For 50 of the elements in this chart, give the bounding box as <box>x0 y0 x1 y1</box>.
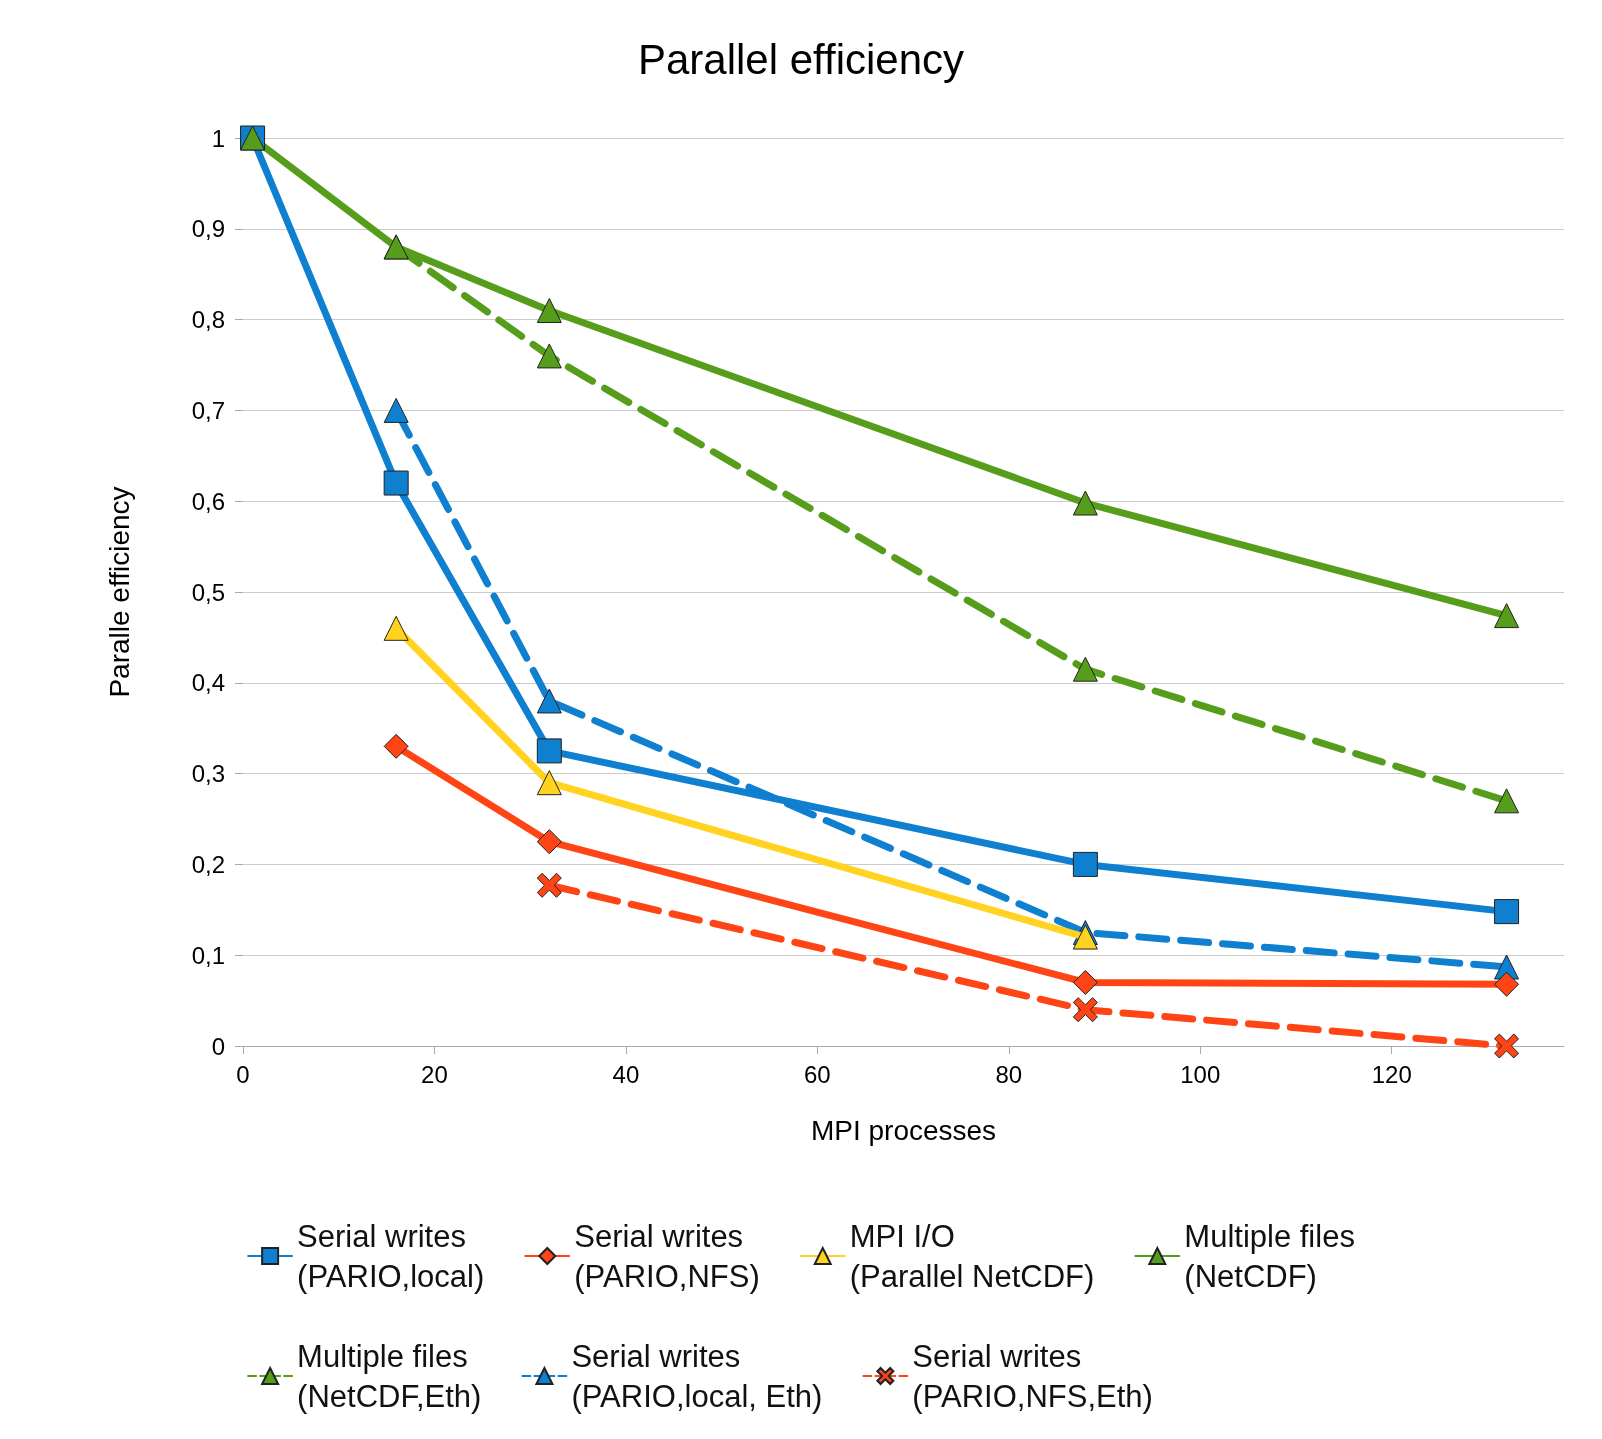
point <box>1494 603 1520 629</box>
y-axis-title: Paralle efficiency <box>103 486 135 698</box>
x-tick-label: 80 <box>995 1060 1023 1088</box>
x-tick-label: 0 <box>236 1060 250 1088</box>
legend-label: Serial writes (PARIO,local) <box>297 1218 485 1294</box>
point <box>1072 969 1098 995</box>
x-tick-label: 20 <box>421 1060 448 1088</box>
point <box>1072 924 1098 950</box>
point <box>536 343 562 369</box>
x-tick-label: 60 <box>804 1060 831 1088</box>
point <box>383 397 409 423</box>
y-tick-label: 0,6 <box>191 487 225 515</box>
point <box>536 298 562 324</box>
chart-title: Parallel efficiency <box>637 35 965 83</box>
y-tick-label: 0,5 <box>191 578 225 606</box>
point <box>1494 788 1520 814</box>
y-tick-label: 0,8 <box>191 306 225 334</box>
point <box>536 688 562 714</box>
point <box>1494 971 1520 997</box>
legend-label: Serial writes (PARIO,NFS) <box>574 1218 760 1294</box>
y-tick-label: 0,3 <box>191 760 225 788</box>
legend-label: MPI I/O (Parallel NetCDF) <box>849 1218 1095 1294</box>
point <box>1072 997 1098 1023</box>
point <box>1072 490 1098 516</box>
x-tick-label: 100 <box>1180 1060 1221 1088</box>
legend-label: Serial writes (PARIO,NFS,Eth) <box>912 1338 1153 1414</box>
y-tick-label: 0,2 <box>191 850 225 878</box>
point <box>1072 851 1098 877</box>
x-axis-title: MPI processes <box>810 1114 997 1146</box>
point <box>536 738 562 764</box>
legend-label: Multiple files (NetCDF,Eth) <box>297 1338 482 1414</box>
y-tick-label: 0 <box>211 1032 225 1060</box>
point <box>536 829 562 855</box>
y-tick-label: 0,7 <box>191 396 225 424</box>
x-tick-label: 120 <box>1371 1060 1412 1088</box>
point <box>383 615 409 641</box>
point <box>1494 1033 1520 1059</box>
y-tick-label: 1 <box>211 124 225 152</box>
point <box>383 470 409 496</box>
y-tick-label: 0,1 <box>191 941 225 969</box>
point <box>1072 656 1098 682</box>
x-tick-label: 40 <box>612 1060 640 1088</box>
legend-label: Multiple files (NetCDF) <box>1184 1218 1355 1294</box>
y-tick-label: 0,4 <box>191 669 225 697</box>
y-tick-label: 0,9 <box>191 215 225 243</box>
point <box>1494 899 1520 925</box>
legend-label: Serial writes (PARIO,local, Eth) <box>571 1338 823 1414</box>
point <box>383 733 409 759</box>
point <box>536 770 562 796</box>
point <box>536 872 562 898</box>
